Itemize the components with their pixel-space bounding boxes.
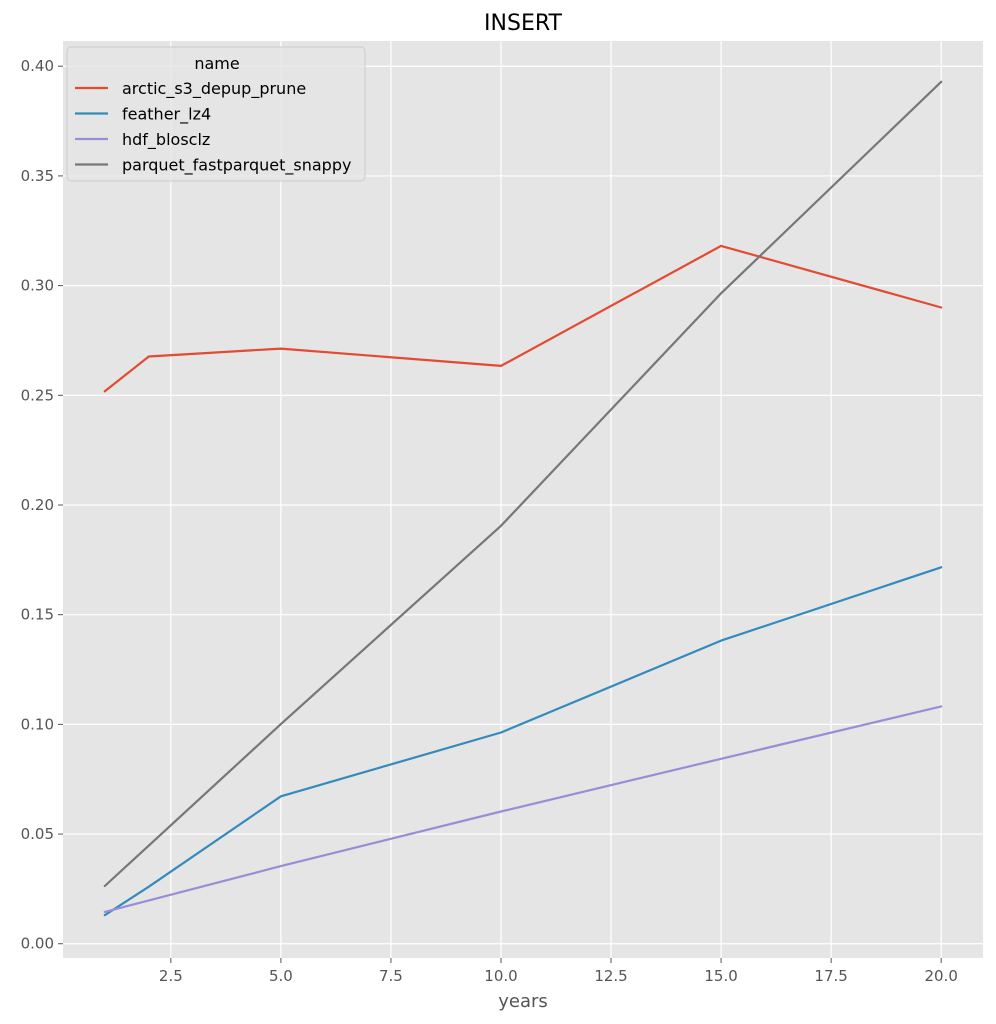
series-line-feather-lz4 [103, 566, 943, 917]
legend-label: parquet_fastparquet_snappy [122, 156, 351, 176]
legend: name arctic_s3_depup_prune feather_lz4hdf… [66, 46, 366, 182]
x-tick-label: 15.0 [704, 967, 737, 985]
series-line-parquet-fastparquet-snappy [103, 80, 943, 888]
x-tick-label: 2.5 [159, 967, 183, 985]
y-tick-label: 0.10 [21, 715, 54, 733]
x-tick-label: 17.5 [814, 967, 847, 985]
legend-label: hdf_blosclz [122, 130, 210, 150]
y-tick-label: 0.25 [21, 386, 54, 404]
y-tick-label: 0.30 [21, 277, 54, 295]
axis-ticks: 0.00 0.05 0.10 0.15 0.20 0.25 0.30 0.35 0.40 2.5 5… [21, 57, 958, 985]
y-tick-label: 0.20 [21, 496, 54, 514]
x-tick-label: 12.5 [594, 967, 627, 985]
x-tick-label: 7.5 [379, 967, 403, 985]
legend-box [66, 46, 366, 182]
y-tick-label: 0.05 [21, 825, 54, 843]
y-tick-label: 0.15 [21, 606, 54, 624]
x-tick-label: 10.0 [484, 967, 517, 985]
series-lines [103, 80, 943, 917]
y-tick-label: 0.00 [21, 935, 54, 953]
legend-entries: arctic_s3_depup_prune feather_lz4 hdf_blos… [75, 79, 351, 176]
grid [63, 41, 983, 958]
chart-title: INSERT [484, 11, 562, 36]
y-tick-label: 0.35 [21, 167, 54, 185]
series-line-arctic-s3-depup-prune [103, 244, 943, 393]
y-tick-label: 0.40 [21, 57, 54, 75]
x-axis-label: years [498, 991, 548, 1012]
x-tick-label: 5.0 [269, 967, 293, 985]
legend-label: arctic_s3_depup_prune [122, 79, 306, 99]
legend-title: name [194, 54, 239, 73]
series-line-hdf-blosclz [103, 705, 943, 914]
legend-label: feather_lz4 [122, 105, 211, 125]
x-tick-label: 20.0 [924, 967, 957, 985]
